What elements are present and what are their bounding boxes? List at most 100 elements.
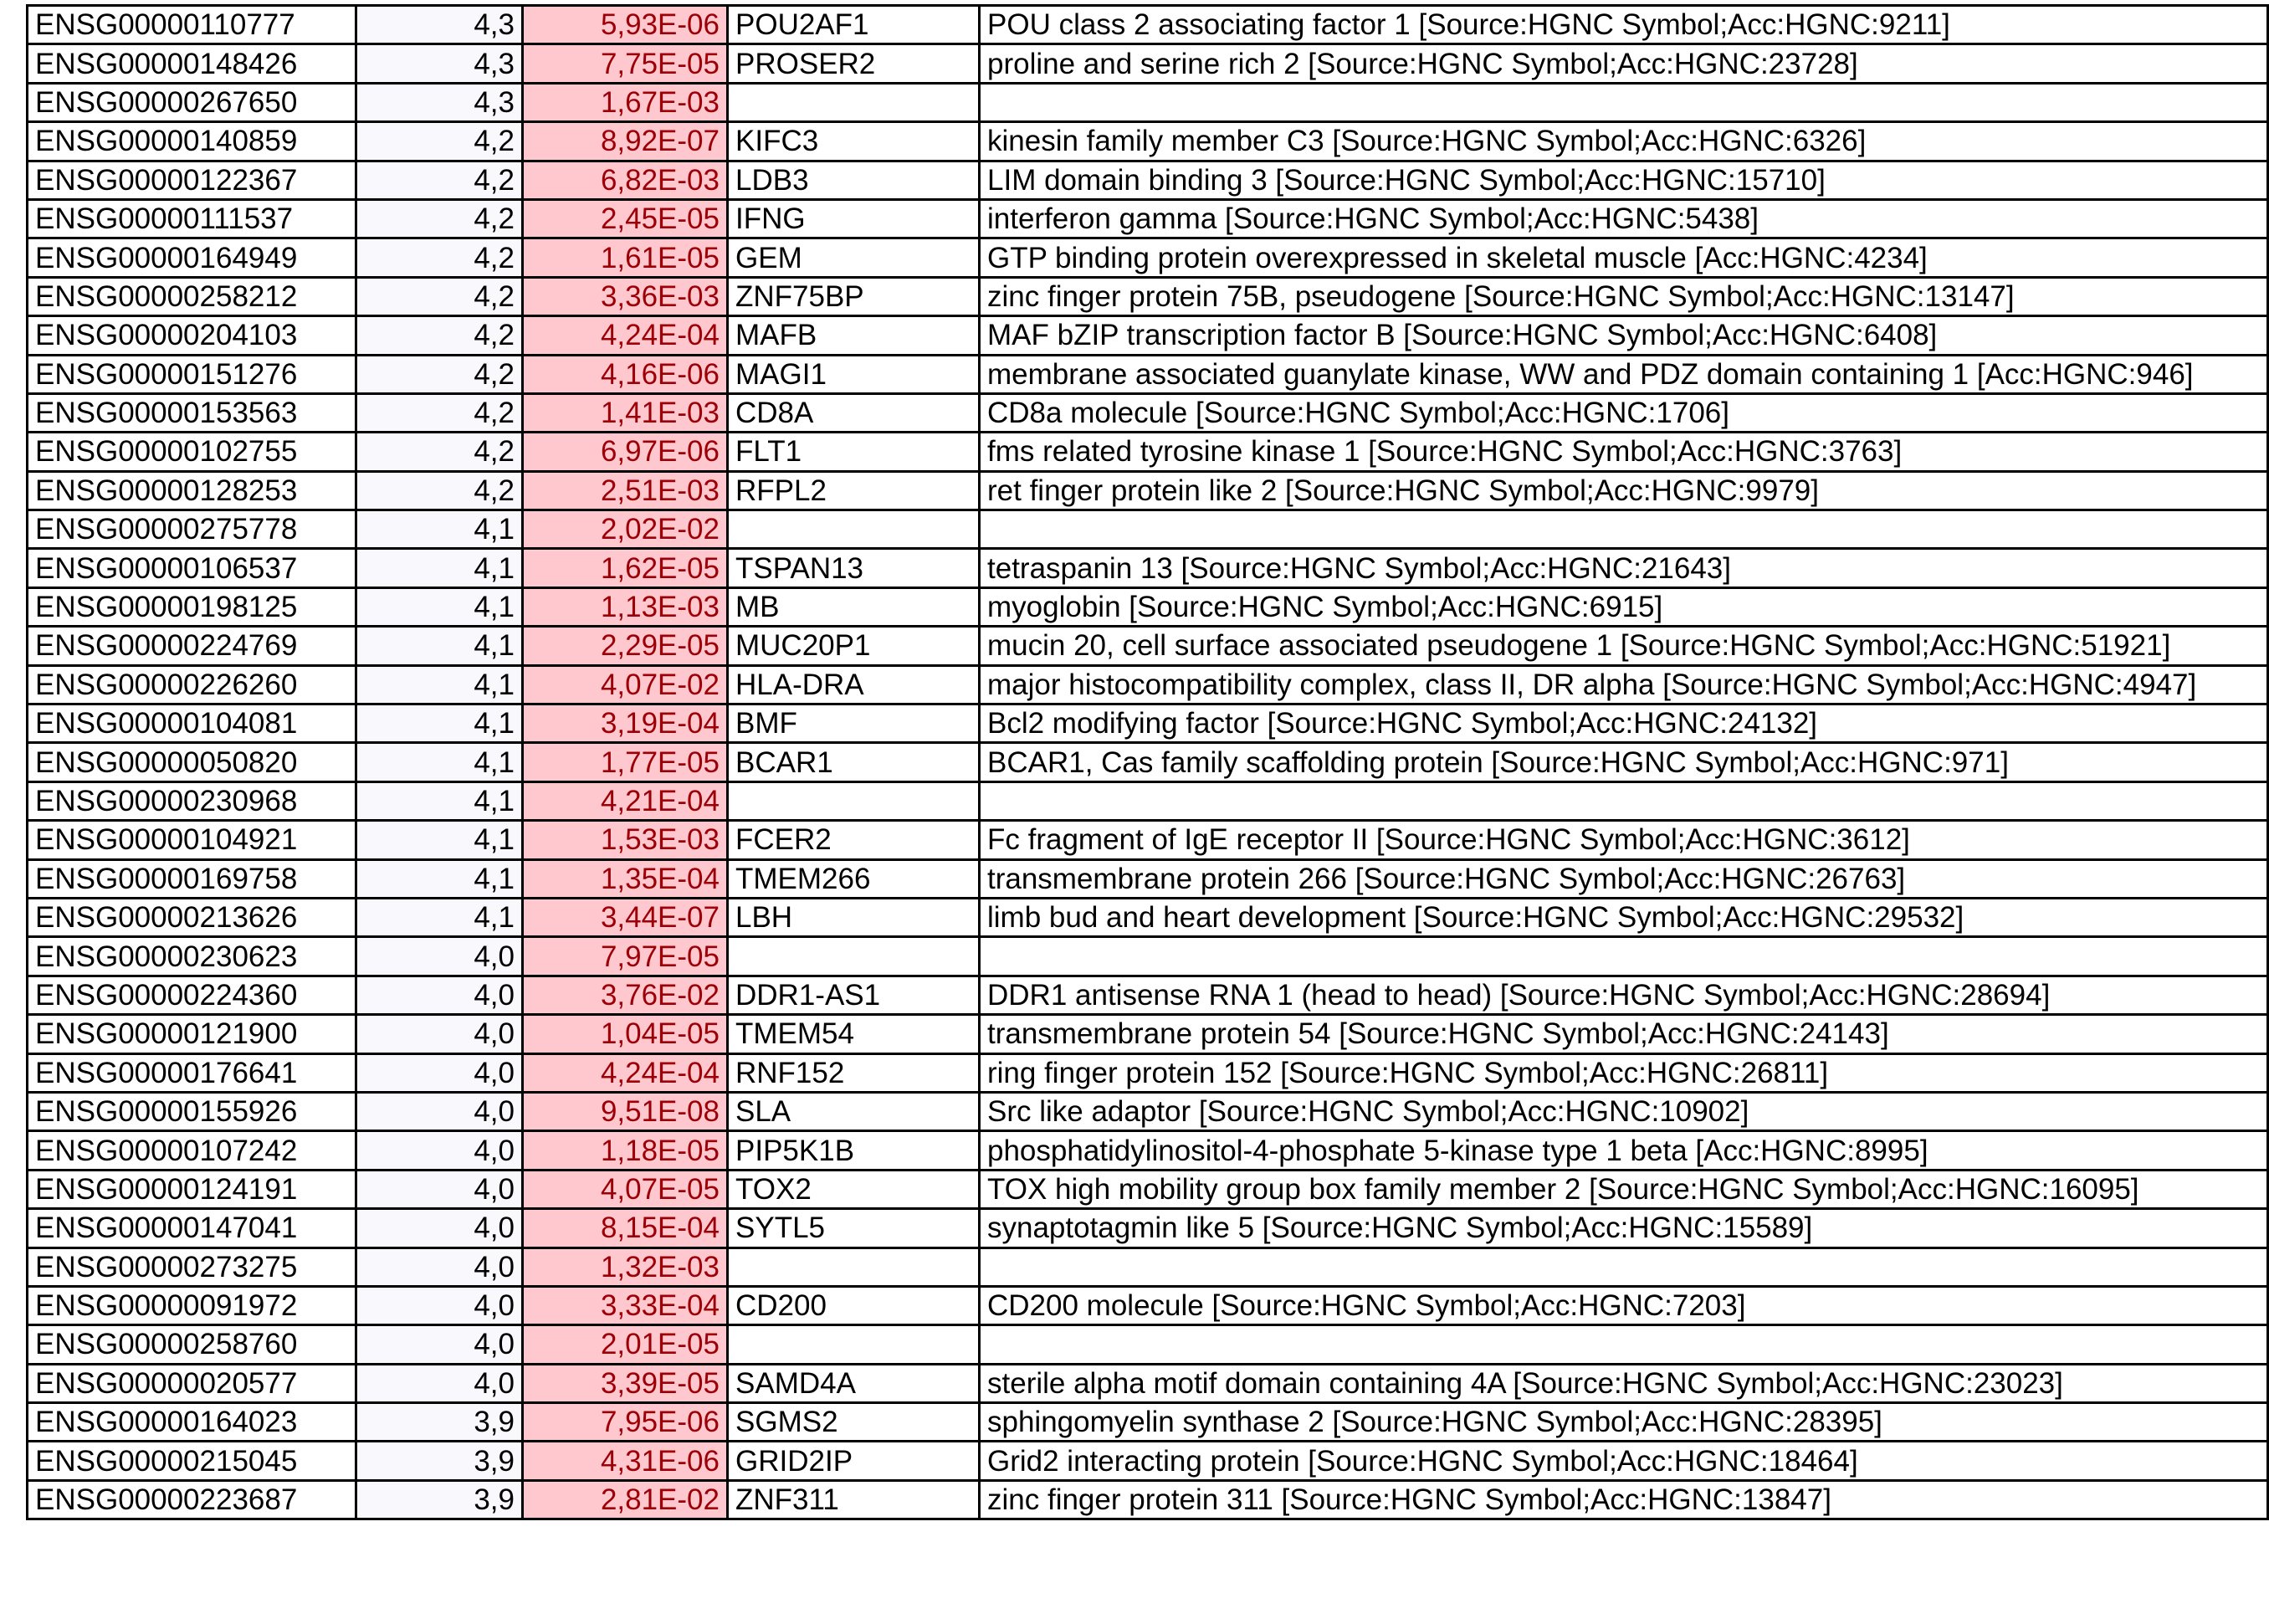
- description-cell[interactable]: interferon gamma [Source:HGNC Symbol;Acc…: [978, 197, 2269, 240]
- fold-change-cell[interactable]: 4,3: [355, 43, 524, 85]
- p-value-cell[interactable]: 8,15E-04: [521, 1207, 729, 1249]
- gene-symbol-cell[interactable]: [726, 509, 981, 551]
- ensembl-id-cell[interactable]: ENSG00000258760: [26, 1324, 357, 1365]
- gene-symbol-cell[interactable]: POU2AF1: [726, 3, 981, 46]
- description-cell[interactable]: membrane associated guanylate kinase, WW…: [978, 353, 2269, 395]
- gene-symbol-cell[interactable]: PROSER2: [726, 43, 981, 85]
- gene-symbol-cell[interactable]: BMF: [726, 703, 981, 745]
- description-cell[interactable]: Bcl2 modifying factor [Source:HGNC Symbo…: [978, 703, 2269, 745]
- ensembl-id-cell[interactable]: ENSG00000102755: [26, 431, 357, 473]
- p-value-cell[interactable]: 2,45E-05: [521, 197, 729, 240]
- p-value-cell[interactable]: 4,16E-06: [521, 353, 729, 395]
- description-cell[interactable]: ring finger protein 152 [Source:HGNC Sym…: [978, 1052, 2269, 1094]
- gene-symbol-cell[interactable]: SYTL5: [726, 1207, 981, 1249]
- ensembl-id-cell[interactable]: ENSG00000226260: [26, 663, 357, 706]
- ensembl-id-cell[interactable]: ENSG00000121900: [26, 1013, 357, 1055]
- description-cell[interactable]: ret finger protein like 2 [Source:HGNC S…: [978, 469, 2269, 512]
- p-value-cell[interactable]: 3,44E-07: [521, 896, 729, 939]
- p-value-cell[interactable]: 3,19E-04: [521, 703, 729, 745]
- p-value-cell[interactable]: 3,33E-04: [521, 1284, 729, 1327]
- ensembl-id-cell[interactable]: ENSG00000151276: [26, 353, 357, 395]
- fold-change-cell[interactable]: 4,1: [355, 547, 524, 589]
- p-value-cell[interactable]: 4,24E-04: [521, 315, 729, 356]
- description-cell[interactable]: fms related tyrosine kinase 1 [Source:HG…: [978, 431, 2269, 473]
- fold-change-cell[interactable]: 4,0: [355, 1246, 524, 1288]
- p-value-cell[interactable]: 3,36E-03: [521, 275, 729, 318]
- gene-symbol-cell[interactable]: HLA-DRA: [726, 663, 981, 706]
- description-cell[interactable]: zinc finger protein 311 [Source:HGNC Sym…: [978, 1478, 2269, 1521]
- gene-symbol-cell[interactable]: TOX2: [726, 1168, 981, 1211]
- description-cell[interactable]: sphingomyelin synthase 2 [Source:HGNC Sy…: [978, 1401, 2269, 1443]
- description-cell[interactable]: myoglobin [Source:HGNC Symbol;Acc:HGNC:6…: [978, 586, 2269, 628]
- description-cell[interactable]: LIM domain binding 3 [Source:HGNC Symbol…: [978, 159, 2269, 201]
- ensembl-id-cell[interactable]: ENSG00000140859: [26, 120, 357, 162]
- p-value-cell[interactable]: 1,67E-03: [521, 81, 729, 124]
- ensembl-id-cell[interactable]: ENSG00000198125: [26, 586, 357, 628]
- gene-symbol-cell[interactable]: ZNF75BP: [726, 275, 981, 318]
- p-value-cell[interactable]: 7,97E-05: [521, 935, 729, 977]
- ensembl-id-cell[interactable]: ENSG00000124191: [26, 1168, 357, 1211]
- description-cell[interactable]: CD200 molecule [Source:HGNC Symbol;Acc:H…: [978, 1284, 2269, 1327]
- fold-change-cell[interactable]: 4,1: [355, 663, 524, 706]
- gene-symbol-cell[interactable]: CD200: [726, 1284, 981, 1327]
- gene-symbol-cell[interactable]: GRID2IP: [726, 1440, 981, 1482]
- gene-symbol-cell[interactable]: GEM: [726, 237, 981, 279]
- fold-change-cell[interactable]: 4,2: [355, 275, 524, 318]
- p-value-cell[interactable]: 4,24E-04: [521, 1052, 729, 1094]
- p-value-cell[interactable]: 4,21E-04: [521, 780, 729, 822]
- description-cell[interactable]: DDR1 antisense RNA 1 (head to head) [Sou…: [978, 974, 2269, 1017]
- ensembl-id-cell[interactable]: ENSG00000164949: [26, 237, 357, 279]
- p-value-cell[interactable]: 1,41E-03: [521, 392, 729, 434]
- ensembl-id-cell[interactable]: ENSG00000176641: [26, 1052, 357, 1094]
- gene-symbol-cell[interactable]: FLT1: [726, 431, 981, 473]
- fold-change-cell[interactable]: 4,2: [355, 120, 524, 162]
- ensembl-id-cell[interactable]: ENSG00000128253: [26, 469, 357, 512]
- p-value-cell[interactable]: 6,82E-03: [521, 159, 729, 201]
- description-cell[interactable]: transmembrane protein 266 [Source:HGNC S…: [978, 858, 2269, 899]
- ensembl-id-cell[interactable]: ENSG00000224360: [26, 974, 357, 1017]
- description-cell[interactable]: POU class 2 associating factor 1 [Source…: [978, 3, 2269, 46]
- gene-symbol-cell[interactable]: CD8A: [726, 392, 981, 434]
- fold-change-cell[interactable]: 3,9: [355, 1440, 524, 1482]
- gene-symbol-cell[interactable]: PIP5K1B: [726, 1130, 981, 1171]
- description-cell[interactable]: [978, 780, 2269, 822]
- description-cell[interactable]: Grid2 interacting protein [Source:HGNC S…: [978, 1440, 2269, 1482]
- p-value-cell[interactable]: 4,31E-06: [521, 1440, 729, 1482]
- p-value-cell[interactable]: 1,53E-03: [521, 819, 729, 861]
- gene-symbol-cell[interactable]: MUC20P1: [726, 625, 981, 667]
- gene-symbol-cell[interactable]: [726, 935, 981, 977]
- description-cell[interactable]: Fc fragment of IgE receptor II [Source:H…: [978, 819, 2269, 861]
- gene-symbol-cell[interactable]: RNF152: [726, 1052, 981, 1094]
- fold-change-cell[interactable]: 4,0: [355, 1090, 524, 1133]
- fold-change-cell[interactable]: 4,3: [355, 3, 524, 46]
- gene-symbol-cell[interactable]: RFPL2: [726, 469, 981, 512]
- description-cell[interactable]: TOX high mobility group box family membe…: [978, 1168, 2269, 1211]
- ensembl-id-cell[interactable]: ENSG00000224769: [26, 625, 357, 667]
- description-cell[interactable]: transmembrane protein 54 [Source:HGNC Sy…: [978, 1013, 2269, 1055]
- gene-symbol-cell[interactable]: IFNG: [726, 197, 981, 240]
- fold-change-cell[interactable]: 4,1: [355, 741, 524, 783]
- description-cell[interactable]: BCAR1, Cas family scaffolding protein [S…: [978, 741, 2269, 783]
- fold-change-cell[interactable]: 4,2: [355, 237, 524, 279]
- ensembl-id-cell[interactable]: ENSG00000213626: [26, 896, 357, 939]
- fold-change-cell[interactable]: 4,3: [355, 81, 524, 124]
- fold-change-cell[interactable]: 4,0: [355, 1284, 524, 1327]
- fold-change-cell[interactable]: 4,0: [355, 935, 524, 977]
- p-value-cell[interactable]: 2,02E-02: [521, 509, 729, 551]
- gene-symbol-cell[interactable]: TMEM266: [726, 858, 981, 899]
- p-value-cell[interactable]: 1,32E-03: [521, 1246, 729, 1288]
- fold-change-cell[interactable]: 4,1: [355, 625, 524, 667]
- p-value-cell[interactable]: 1,35E-04: [521, 858, 729, 899]
- p-value-cell[interactable]: 4,07E-05: [521, 1168, 729, 1211]
- ensembl-id-cell[interactable]: ENSG00000122367: [26, 159, 357, 201]
- p-value-cell[interactable]: 2,51E-03: [521, 469, 729, 512]
- ensembl-id-cell[interactable]: ENSG00000215045: [26, 1440, 357, 1482]
- p-value-cell[interactable]: 7,75E-05: [521, 43, 729, 85]
- fold-change-cell[interactable]: 4,0: [355, 1324, 524, 1365]
- ensembl-id-cell[interactable]: ENSG00000106537: [26, 547, 357, 589]
- gene-symbol-cell[interactable]: TMEM54: [726, 1013, 981, 1055]
- description-cell[interactable]: mucin 20, cell surface associated pseudo…: [978, 625, 2269, 667]
- ensembl-id-cell[interactable]: ENSG00000267650: [26, 81, 357, 124]
- description-cell[interactable]: [978, 1246, 2269, 1288]
- fold-change-cell[interactable]: 4,2: [355, 197, 524, 240]
